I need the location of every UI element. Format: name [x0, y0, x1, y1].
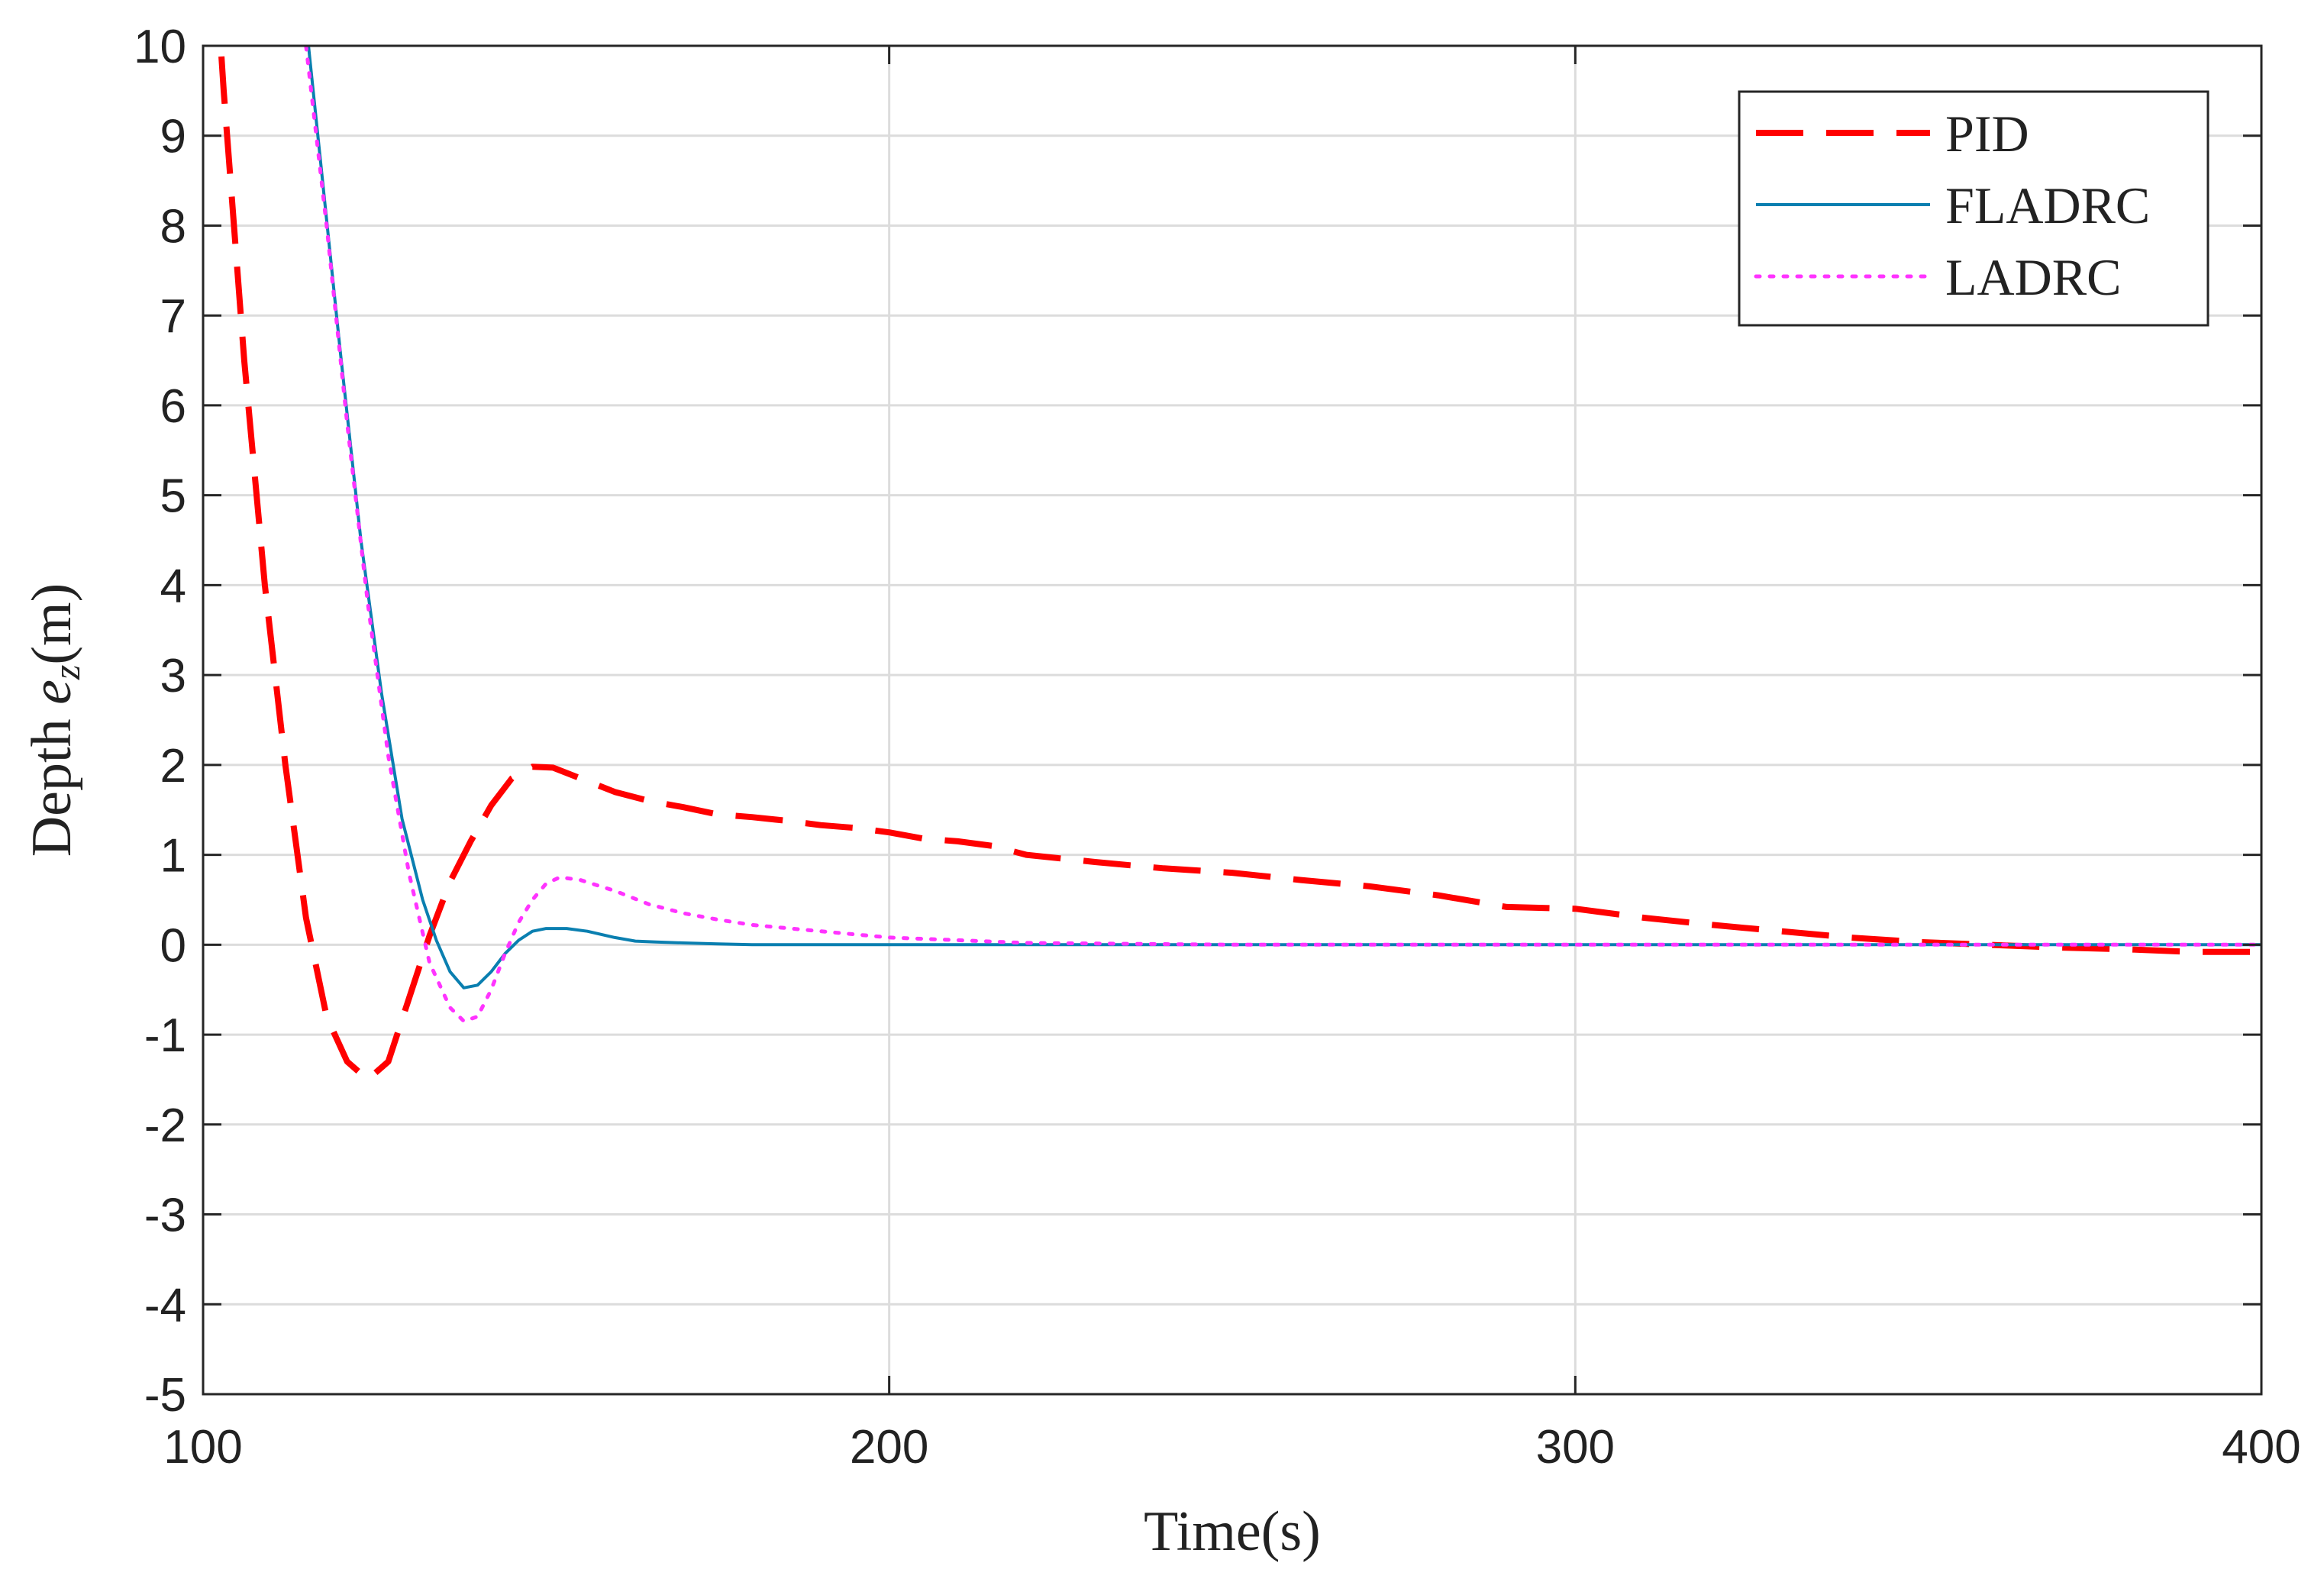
tick-labels: 100 200 300 400 -5 -4 -3 -2 -1 0 1 2 3 4 5 6 7 8 9 10	[134, 21, 2301, 1474]
y-axis-title: Depth ez(m)	[21, 583, 88, 857]
y-tick-label: -2	[144, 1099, 186, 1152]
series-line-fladrc	[307, 46, 2261, 990]
y-axis-title-suffix: (m)	[21, 583, 83, 665]
y-tick-label: 2	[160, 740, 186, 793]
y-tick-label: 5	[160, 470, 186, 523]
y-axis-title-sub: z	[45, 665, 88, 680]
y-tick-label: 6	[160, 380, 186, 433]
y-tick-label: 4	[160, 560, 186, 612]
y-tick-label: 7	[160, 290, 186, 343]
x-tick-label: 300	[1536, 1421, 1615, 1474]
y-axis-title-var: e	[21, 680, 83, 705]
x-axis-title: Time(s)	[1144, 1500, 1321, 1563]
x-tick-label: 100	[163, 1421, 242, 1474]
y-tick-label: -4	[144, 1279, 186, 1332]
x-tick-label: 400	[2222, 1421, 2300, 1474]
y-tick-label: -5	[144, 1369, 186, 1422]
series-line-ladrc	[304, 46, 2261, 1023]
legend-box	[1738, 90, 2209, 327]
x-tick-label: 200	[850, 1421, 928, 1474]
y-tick-label: 10	[134, 21, 186, 73]
series-group	[218, 46, 2261, 1083]
y-axis-title-prefix: Depth	[21, 705, 83, 857]
plot-frame	[202, 44, 2263, 1396]
legend-label-pid: PID	[1945, 105, 2029, 163]
legend-label-fladrc: FLADRC	[1945, 176, 2150, 234]
y-tick-label: 0	[160, 919, 186, 972]
y-tick-label: 8	[160, 200, 186, 253]
legend: PID FLADRC LADRC	[1738, 90, 2209, 327]
y-tick-label: -1	[144, 1009, 186, 1062]
y-tick-label: -3	[144, 1190, 186, 1242]
legend-label-ladrc: LADRC	[1945, 248, 2121, 306]
y-tick-label: 1	[160, 830, 186, 883]
y-tick-label: 9	[160, 111, 186, 163]
y-tick-label: 3	[160, 650, 186, 702]
tick-marks	[202, 44, 2263, 1396]
